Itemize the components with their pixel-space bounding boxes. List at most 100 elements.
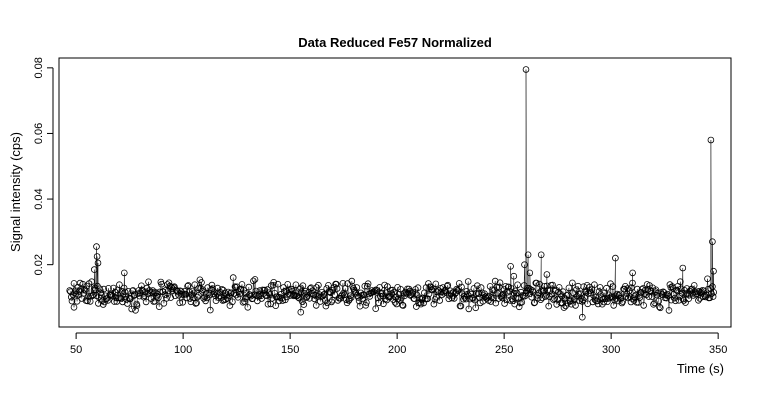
data-point	[300, 301, 308, 308]
data-point	[168, 283, 175, 291]
data-point	[231, 283, 239, 291]
data-point	[173, 286, 180, 294]
data-point	[648, 293, 656, 301]
data-point	[266, 291, 274, 298]
data-point	[215, 292, 223, 300]
data-point	[272, 302, 280, 310]
data-point	[444, 281, 452, 289]
data-point	[209, 285, 217, 293]
data-point	[138, 282, 145, 290]
x-tick-label: 350	[709, 344, 727, 356]
chart-title: Data Reduced Fe57 Normalized	[298, 35, 492, 50]
data-point	[362, 301, 370, 309]
data-point	[366, 293, 374, 300]
data-point	[297, 288, 305, 296]
data-point	[687, 286, 695, 294]
data-point	[100, 285, 108, 293]
data-point	[346, 295, 353, 303]
data-point	[656, 303, 663, 311]
data-point	[83, 282, 90, 290]
data-point	[665, 307, 673, 314]
data-point	[347, 294, 355, 302]
data-point	[93, 243, 100, 250]
plot-box	[58, 57, 732, 328]
data-point	[198, 279, 205, 286]
data-point	[264, 300, 272, 308]
data-point	[652, 286, 660, 294]
data-point	[622, 293, 630, 300]
data-point	[663, 290, 671, 298]
x-tick-label: 250	[495, 344, 513, 356]
data-point	[551, 287, 559, 295]
data-point	[88, 278, 95, 286]
x-tick-label: 100	[174, 344, 192, 356]
x-tick-label: 200	[388, 344, 406, 356]
data-point	[186, 295, 194, 302]
data-point	[399, 302, 407, 309]
data-point	[202, 297, 209, 305]
data-point	[384, 283, 391, 290]
data-point	[512, 294, 520, 302]
data-point	[167, 294, 175, 301]
data-point	[695, 287, 703, 295]
data-point	[338, 291, 346, 299]
data-point	[617, 294, 625, 302]
data-point	[499, 290, 507, 298]
data-point	[111, 298, 118, 305]
data-point	[685, 295, 692, 303]
data-point	[710, 267, 717, 275]
data-point	[160, 299, 168, 307]
data-point	[188, 291, 196, 298]
data-point	[73, 297, 81, 305]
data-point	[650, 300, 657, 308]
y-axis: 0.02 0.04 0.06 0.08	[33, 57, 54, 275]
data-point	[394, 295, 402, 303]
data-point	[155, 303, 163, 311]
data-point	[533, 279, 540, 287]
data-point	[359, 295, 367, 303]
data-point	[155, 294, 162, 302]
data-point	[202, 290, 210, 297]
data-point	[68, 293, 75, 301]
data-point	[229, 274, 237, 281]
data-point	[145, 278, 152, 286]
data-point	[621, 282, 629, 290]
data-point	[372, 305, 380, 313]
data-point	[499, 294, 506, 302]
data-point	[559, 288, 567, 296]
data-point	[443, 282, 451, 290]
data-point	[676, 278, 684, 286]
data-point	[141, 292, 148, 300]
data-point	[85, 293, 92, 300]
data-point	[258, 295, 265, 302]
data-point	[112, 294, 120, 302]
data-point	[679, 264, 687, 272]
data-point	[414, 284, 422, 292]
data-point	[436, 297, 444, 304]
data-point	[274, 280, 282, 288]
data-point	[522, 66, 530, 73]
data-point	[610, 302, 617, 309]
data-point	[372, 286, 380, 294]
data-point	[315, 281, 322, 289]
data-point	[609, 283, 617, 290]
data-point	[473, 282, 481, 290]
data-point	[271, 289, 279, 297]
data-point	[521, 261, 528, 269]
data-point	[555, 288, 562, 296]
data-point	[107, 291, 115, 298]
data-point	[163, 294, 170, 302]
data-point	[463, 287, 471, 295]
data-point	[550, 296, 557, 303]
data-point	[308, 289, 316, 297]
data-point	[525, 284, 533, 292]
data-point	[560, 304, 568, 311]
data-point	[94, 259, 102, 267]
data-series	[66, 66, 717, 321]
data-point	[68, 297, 76, 305]
data-point	[629, 269, 636, 277]
data-point	[543, 271, 551, 278]
data-point	[656, 304, 664, 312]
data-point	[420, 299, 427, 307]
data-point	[555, 284, 563, 291]
